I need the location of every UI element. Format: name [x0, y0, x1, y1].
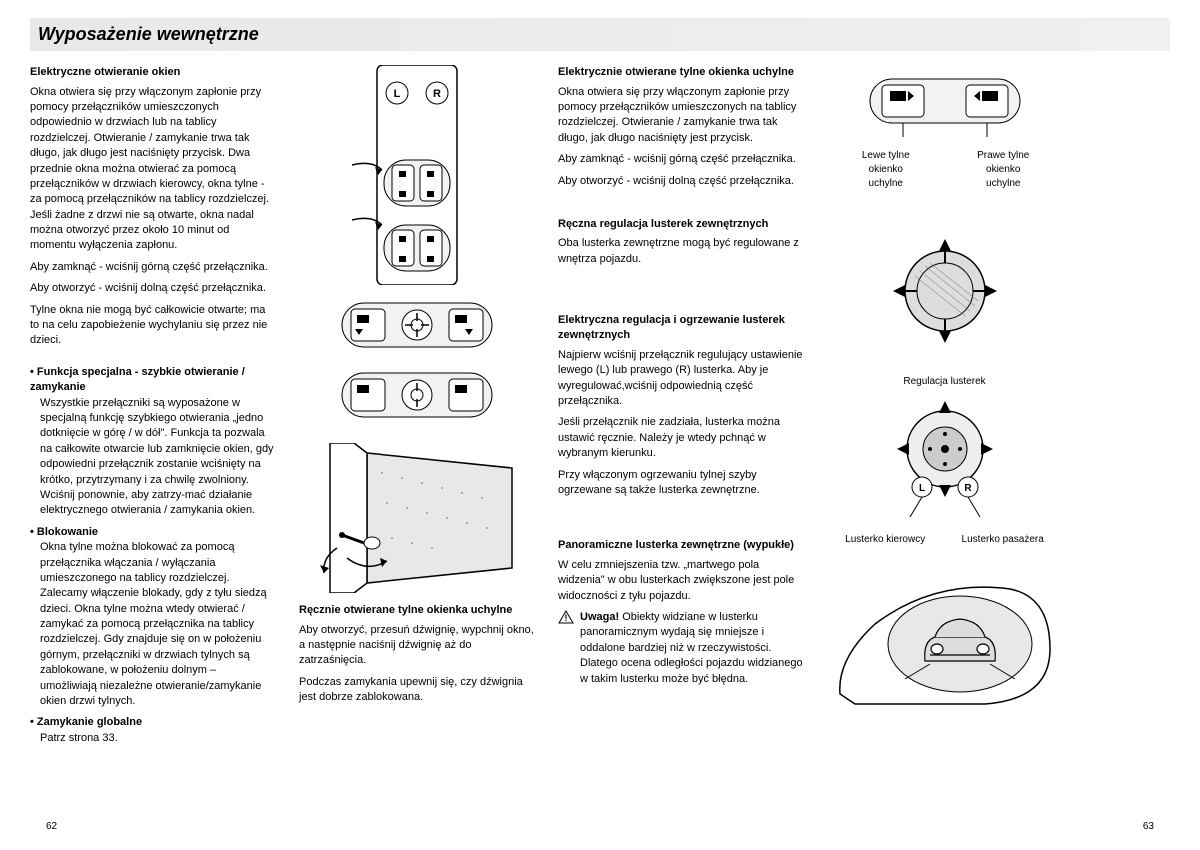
quarter-window-lever-illustration — [299, 443, 534, 593]
paragraph: Tylne okna nie mogą być całkowicie otwar… — [30, 303, 275, 349]
electric-mirror-dial-illustration: Regulacja lusterek L — [827, 371, 1062, 547]
paragraph: Okna tylne można blokować za pomocą prze… — [30, 540, 275, 709]
paragraph: Wszystkie przełączniki są wyposażone w s… — [30, 396, 275, 519]
page-number-left: 62 — [46, 820, 57, 834]
paragraph: Podczas zamykania upewnij się, czy dźwig… — [299, 675, 534, 706]
triple-rocker-illustration-2 — [299, 365, 534, 425]
label-left-window: Lewe tylne okienko uchylne — [851, 149, 921, 191]
heading-electric-quarter-window: Elektrycznie otwierane tylne okienka uch… — [558, 65, 803, 80]
label-right-window: Prawe tylne okienko uchylne — [968, 149, 1038, 191]
warning-icon: ! — [558, 610, 574, 624]
svg-text:R: R — [433, 88, 441, 100]
paragraph: Aby otworzyć - wciśnij dolną część przeł… — [558, 174, 803, 189]
paragraph: Aby zamknąć - wciśnij górną część przełą… — [30, 260, 275, 275]
warning-bold: Uwaga! — [580, 611, 619, 623]
heading-manual-mirror: Ręczna regulacja lusterek zewnętrznych — [558, 217, 803, 232]
paragraph: Patrz strona 33. — [30, 731, 275, 746]
warning-text: Uwaga! Obiekty widziane w lusterku panor… — [580, 610, 803, 687]
column-2: L R — [299, 65, 534, 752]
svg-text:L: L — [918, 483, 924, 494]
paragraph: Aby otworzyć, przesuń dźwignię, wypchnij… — [299, 623, 534, 669]
svg-text:L: L — [393, 88, 400, 100]
convex-mirror-car-illustration — [827, 569, 1062, 709]
page-number-right: 63 — [1143, 820, 1154, 834]
heading-electric-windows: Elektryczne otwieranie okien — [30, 65, 275, 80]
heading-manual-quarter-window: Ręcznie otwierane tylne okienka uchylne — [299, 603, 534, 618]
paragraph: Przy włączonym ogrzewaniu tylnej szyby o… — [558, 468, 803, 499]
manual-mirror-knob-illustration — [827, 221, 1062, 361]
heading-panoramic-mirror: Panoramiczne lusterka zewnętrzne (wypukł… — [558, 538, 803, 553]
label-driver-mirror: Lusterko kierowcy — [845, 533, 925, 547]
paragraph: Aby otworzyć - wciśnij dolną część przeł… — [30, 281, 275, 296]
paragraph: Aby zamknąć - wciśnij górną część przełą… — [558, 152, 803, 167]
section-header: Wyposażenie wewnętrzne — [30, 18, 1170, 51]
quarter-window-switch-illustration: Lewe tylne okienko uchylne Prawe tylne o… — [827, 65, 1062, 191]
paragraph: W celu zmniejszenia tzw. „martwego pola … — [558, 558, 803, 604]
window-switch-panel-illustration: L R — [299, 65, 534, 285]
paragraph: Oba lusterka zewnętrzne mogą być regulow… — [558, 236, 803, 267]
paragraph: Jeśli przełącznik nie zadziała, lusterka… — [558, 415, 803, 461]
bullet-heading-quick: Funkcja specjalna - szybkie otwieranie /… — [30, 365, 275, 396]
paragraph: Okna otwiera się przy włączonym zapłonie… — [30, 85, 275, 254]
caption-mirror-adjust: Regulacja lusterek — [827, 375, 1062, 389]
column-1: Elektryczne otwieranie okien Okna otwier… — [30, 65, 275, 752]
paragraph: Okna otwiera się przy włączonym zapłonie… — [558, 85, 803, 147]
column-3: Elektrycznie otwierane tylne okienka uch… — [558, 65, 803, 752]
bullet-heading-global: Zamykanie globalne — [30, 715, 275, 730]
triple-rocker-illustration-1 — [299, 295, 534, 355]
paragraph: Najpierw wciśnij przełącznik regulujący … — [558, 348, 803, 410]
warning-block: ! Uwaga! Obiekty widziane w lusterku pan… — [558, 610, 803, 693]
column-4: Lewe tylne okienko uchylne Prawe tylne o… — [827, 65, 1062, 752]
bullet-heading-lock: Blokowanie — [30, 525, 275, 540]
svg-text:R: R — [964, 483, 972, 494]
svg-text:!: ! — [565, 613, 568, 623]
label-passenger-mirror: Lusterko pasażera — [962, 533, 1044, 547]
heading-electric-mirror: Elektryczna regulacja i ogrzewanie luste… — [558, 313, 803, 344]
page-grid: Elektryczne otwieranie okien Okna otwier… — [30, 65, 1170, 752]
